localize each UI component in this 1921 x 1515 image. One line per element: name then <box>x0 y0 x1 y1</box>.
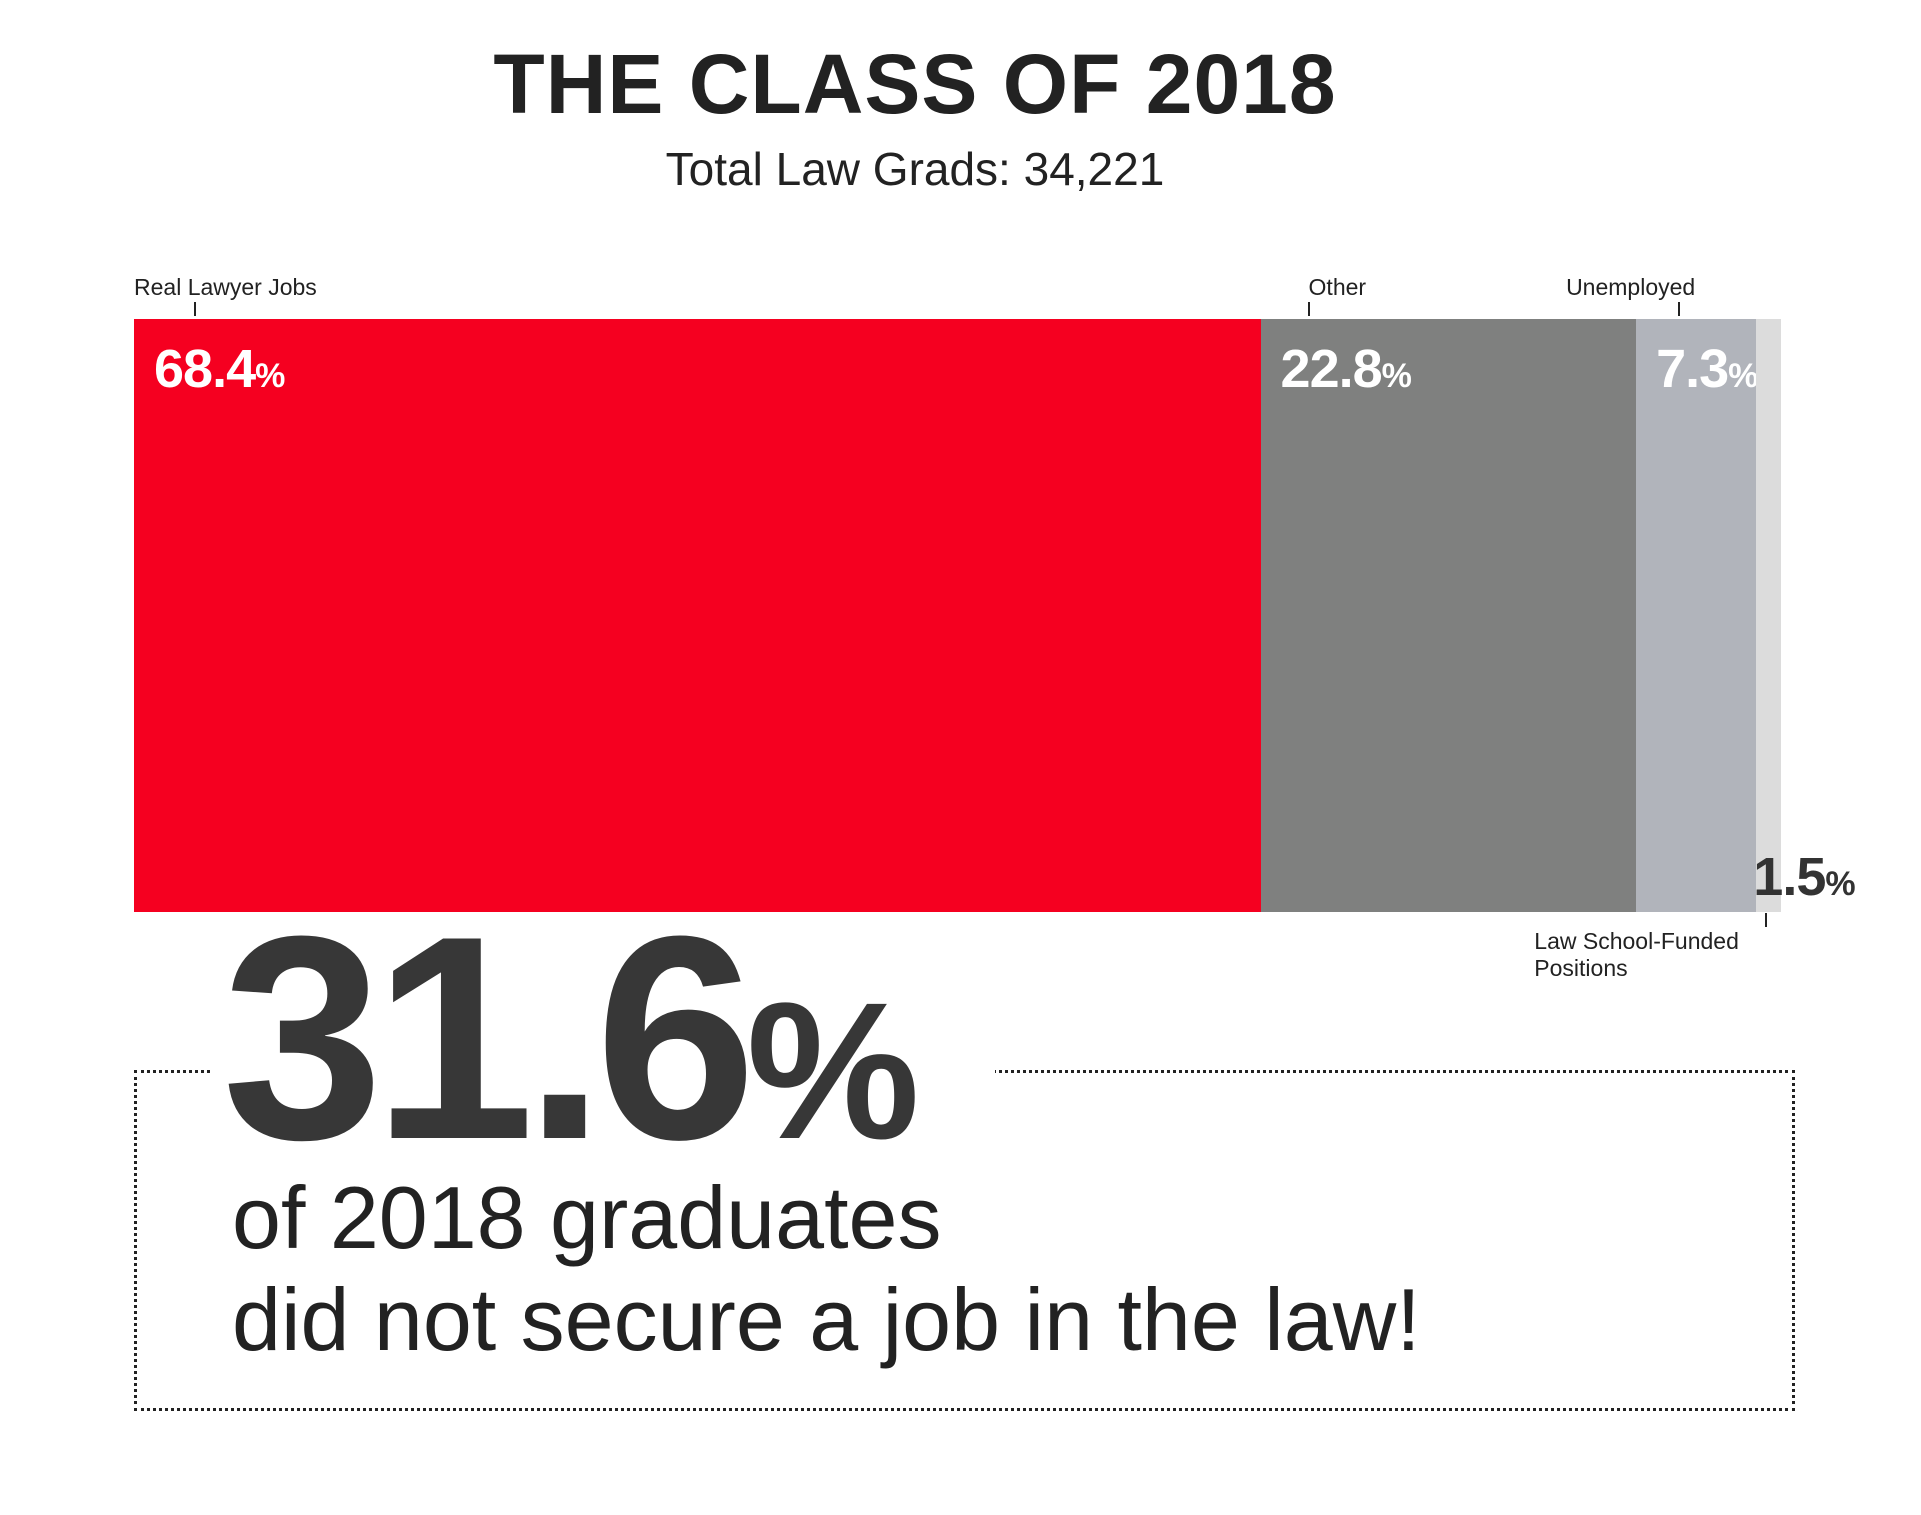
bar-segment-1 <box>1260 319 1637 912</box>
data-label-2: 7.3% <box>1656 339 1758 399</box>
callout-box-gap <box>210 1060 995 1090</box>
bar-segment-3 <box>1756 319 1781 912</box>
data-label-0: 68.4% <box>154 339 285 399</box>
callout-line-2: did not secure a job in the law! <box>232 1270 1421 1369</box>
callout-big-percent: 31.6% <box>222 893 920 1183</box>
chart-title: THE CLASS OF 2018 <box>493 37 1337 131</box>
callout-line-1: of 2018 graduates <box>232 1168 942 1267</box>
category-tick-3 <box>1765 913 1768 927</box>
category-label-3: Law School-Funded Positions <box>1534 928 1739 981</box>
category-tick-1 <box>1307 302 1310 316</box>
category-tick-2 <box>1678 302 1681 316</box>
callout-unit: % <box>746 962 919 1180</box>
bar-segment-2 <box>1636 319 1757 912</box>
category-label-1: Other <box>1308 274 1367 300</box>
bar-segment-0 <box>134 319 1261 912</box>
category-label-2: Unemployed <box>1566 274 1696 300</box>
data-label-1: 22.8% <box>1280 339 1412 399</box>
chart-subtitle: Total Law Grads: 34,221 <box>665 143 1165 195</box>
category-tick-0 <box>194 302 196 316</box>
callout-value: 31.6 <box>222 876 756 1200</box>
data-label-3: 1.5% <box>1753 847 1855 907</box>
category-label-0: Real Lawyer Jobs <box>134 274 317 300</box>
